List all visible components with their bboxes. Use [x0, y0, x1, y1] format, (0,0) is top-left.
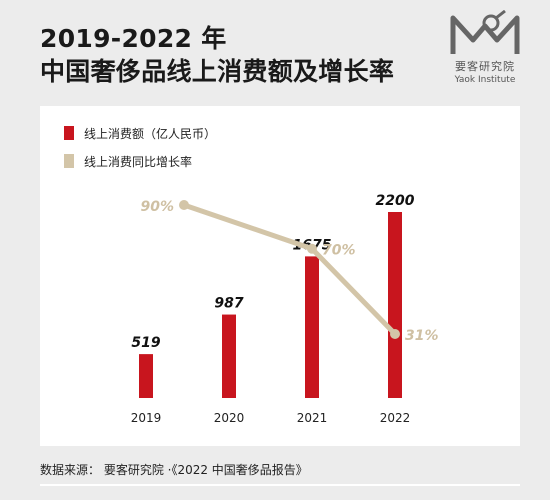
chart-svg: 线上消费额（亿人民币）线上消费同比增长率51920199872020167520… — [64, 126, 439, 425]
x-tick-label: 2019 — [131, 411, 162, 425]
x-tick-label: 2022 — [380, 411, 411, 425]
logo-subtitle: Yaok Institute — [454, 75, 516, 85]
legend-label-line: 线上消费同比增长率 — [84, 154, 192, 169]
legend-swatch-bar — [64, 126, 74, 140]
legend-label-bar: 线上消费额（亿人民币） — [84, 126, 216, 141]
growth-value-label: 90% — [140, 199, 174, 215]
x-tick-label: 2021 — [297, 411, 328, 425]
bar-2021 — [305, 256, 319, 398]
bar-value-label: 519 — [131, 335, 160, 351]
chart-title-line-2: 中国奢侈品线上消费额及增长率 — [40, 57, 395, 86]
growth-point-2021 — [307, 243, 317, 254]
growth-value-label: 70% — [322, 243, 356, 259]
growth-value-label: 31% — [405, 328, 439, 344]
chart-panel: 线上消费额（亿人民币）线上消费同比增长率51920199872020167520… — [40, 106, 520, 446]
bar-2019 — [139, 354, 153, 398]
bar-2020 — [222, 314, 236, 398]
legend-swatch-line — [64, 154, 74, 168]
chart-title-line-1: 2019-2022 年 — [40, 24, 227, 53]
growth-point-2022 — [390, 329, 400, 339]
yaok-logo-icon — [450, 9, 520, 54]
logo: 要客研究院 Yaok Institute — [442, 9, 528, 85]
bar-value-label: 987 — [214, 296, 243, 312]
bar-2022 — [388, 212, 402, 398]
x-tick-label: 2020 — [214, 411, 245, 425]
title-block: 2019-2022 年 中国奢侈品线上消费额及增长率 — [40, 22, 394, 88]
bar-value-label: 2200 — [376, 193, 415, 209]
growth-point-2020 — [179, 200, 189, 210]
logo-name: 要客研究院 — [455, 60, 515, 73]
source-note: 数据来源： 要客研究院 ·《2022 中国奢侈品报告》 — [40, 463, 308, 477]
growth-line — [181, 202, 398, 337]
bottom-rule — [40, 484, 520, 486]
